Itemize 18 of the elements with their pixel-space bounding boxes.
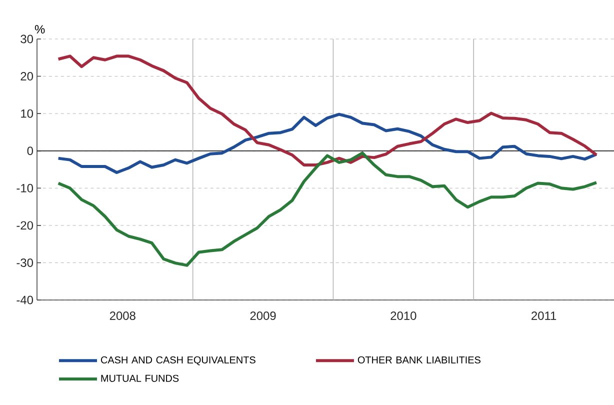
x-tick-label: 2011 [532,312,556,320]
legend-label: CASH AND CASH EQUIVALENTS [100,356,256,366]
legend-label: OTHER BANK LIABILITIES [358,356,480,364]
y-tick-label: 20 [20,72,34,81]
y-tick-label: 30 [20,34,34,44]
y-tick-label: -30 [16,258,34,267]
x-tick-label: 2009 [250,312,276,320]
y-tick-label: -10 [16,184,34,192]
y-tick-label: -40 [16,296,34,304]
x-tick-label: 2008 [110,312,136,320]
y-tick-label: -20 [16,221,34,230]
legend-label: MUTUAL FUNDS [101,374,179,382]
x-tick-label: 2010 [390,312,416,320]
line-series [56,54,598,167]
y-tick-label: 0 [27,146,34,156]
y-tick-label: 10 [21,109,34,118]
line-series [56,152,598,267]
y-axis-title: % [34,25,45,34]
